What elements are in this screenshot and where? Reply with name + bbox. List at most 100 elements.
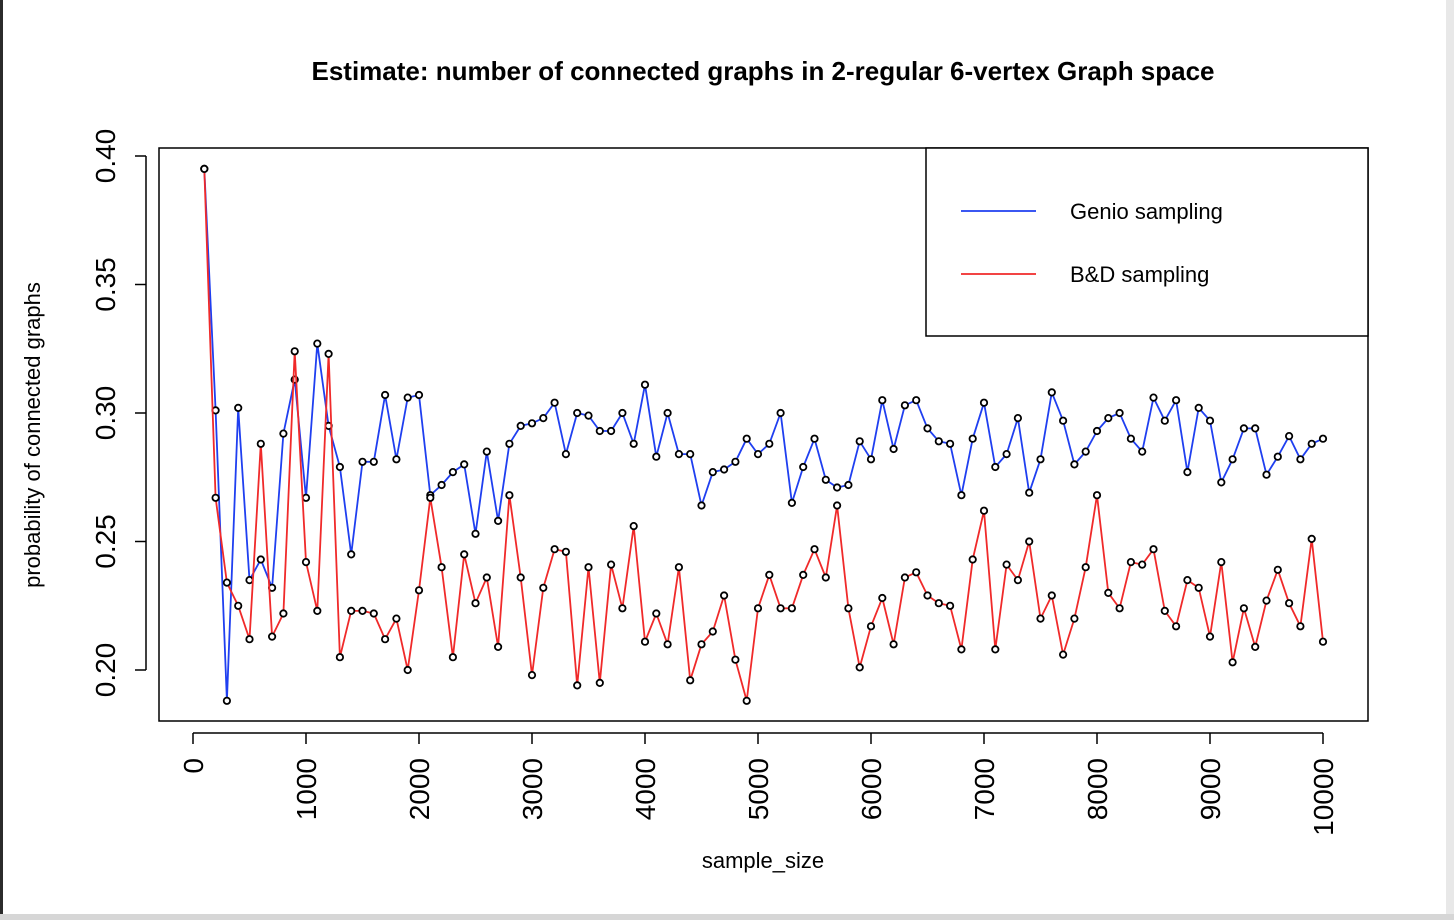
x-tick-label: 8000 xyxy=(1082,758,1113,820)
y-tick-label: 0.40 xyxy=(90,129,121,184)
x-tick-label: 1000 xyxy=(291,758,322,820)
data-point xyxy=(878,593,887,603)
data-point xyxy=(900,401,910,410)
data-point xyxy=(1251,424,1260,433)
data-point xyxy=(979,398,989,407)
data-point xyxy=(380,635,390,644)
data-point xyxy=(1070,460,1079,469)
data-point xyxy=(1002,560,1011,569)
data-point xyxy=(1036,614,1045,623)
data-point xyxy=(1002,449,1011,459)
data-point xyxy=(1285,599,1294,608)
x-tick-label: 5000 xyxy=(743,758,774,820)
x-tick-label: 2000 xyxy=(404,758,435,820)
data-point xyxy=(1126,557,1136,567)
data-point xyxy=(347,606,356,616)
data-point xyxy=(527,670,537,680)
data-point xyxy=(460,550,469,559)
data-point xyxy=(234,601,243,610)
legend: Genio sampling B&D sampling xyxy=(925,147,1369,337)
data-point xyxy=(844,480,853,490)
data-point xyxy=(1138,560,1147,569)
data-point xyxy=(776,408,785,418)
data-point xyxy=(414,586,424,595)
data-point xyxy=(1036,455,1045,464)
plot-frame xyxy=(158,147,1369,722)
series-line-bd xyxy=(203,168,1324,702)
window-right-edge xyxy=(1446,0,1454,920)
data-point xyxy=(821,475,830,484)
data-point xyxy=(1205,416,1215,425)
x-axis: 0 1000 2000 3000 4000 5000 6000 7000 8000 9000 100… xyxy=(178,732,1339,836)
data-point xyxy=(1239,424,1249,433)
data-point xyxy=(1228,455,1237,464)
data-point xyxy=(460,460,469,469)
data-point xyxy=(957,491,966,500)
data-point xyxy=(1285,431,1294,441)
data-point xyxy=(968,434,977,443)
data-point xyxy=(1104,413,1113,423)
data-point xyxy=(810,434,819,443)
data-point xyxy=(584,411,593,420)
data-point xyxy=(335,653,344,662)
data-point xyxy=(640,380,650,389)
data-point xyxy=(652,452,661,461)
data-point xyxy=(380,390,390,400)
data-point xyxy=(1183,575,1192,585)
data-point xyxy=(516,573,525,582)
data-point xyxy=(482,447,491,456)
data-point xyxy=(211,493,220,502)
data-point xyxy=(889,444,898,454)
data-point xyxy=(561,449,571,459)
data-point xyxy=(1318,434,1328,443)
data-point xyxy=(606,560,616,569)
data-point xyxy=(945,601,955,610)
data-point xyxy=(1138,447,1147,456)
data-point xyxy=(855,437,864,446)
x-tick-label: 10000 xyxy=(1308,758,1339,836)
data-point xyxy=(290,347,299,356)
data-point xyxy=(799,462,808,472)
y-tick-label: 0.30 xyxy=(90,386,121,441)
data-point xyxy=(414,390,424,400)
data-point xyxy=(550,545,559,554)
data-point xyxy=(912,396,921,405)
data-point xyxy=(313,339,322,348)
data-point xyxy=(1239,604,1249,613)
data-point xyxy=(753,449,763,459)
data-point xyxy=(618,408,627,418)
data-point xyxy=(313,606,322,616)
data-point xyxy=(437,563,446,572)
legend-label-genio: Genio sampling xyxy=(1070,199,1223,224)
data-point xyxy=(1059,650,1068,659)
data-point xyxy=(968,555,977,564)
data-point xyxy=(1228,658,1237,667)
data-point xyxy=(934,437,943,446)
series-line-genio xyxy=(203,168,1324,702)
data-point xyxy=(957,645,966,654)
y-axis-label: probability of connected graphs xyxy=(20,282,45,588)
window-left-edge xyxy=(0,0,3,920)
data-point xyxy=(573,408,582,418)
data-point xyxy=(866,455,876,464)
data-point xyxy=(945,439,955,448)
data-point xyxy=(1047,591,1056,600)
data-point xyxy=(900,573,910,582)
data-point xyxy=(629,439,638,448)
data-point xyxy=(674,449,684,459)
data-point xyxy=(369,609,378,618)
y-tick-label: 0.35 xyxy=(90,257,121,312)
data-point xyxy=(640,637,650,646)
data-point xyxy=(663,640,672,649)
data-point xyxy=(776,604,785,613)
data-point xyxy=(1025,488,1034,497)
data-point xyxy=(234,403,243,412)
data-point xyxy=(1160,416,1169,425)
data-point xyxy=(267,632,277,641)
data-point xyxy=(403,665,412,675)
data-point xyxy=(527,419,537,428)
data-point xyxy=(595,678,604,688)
data-point xyxy=(1104,588,1113,598)
data-point xyxy=(1081,563,1090,572)
